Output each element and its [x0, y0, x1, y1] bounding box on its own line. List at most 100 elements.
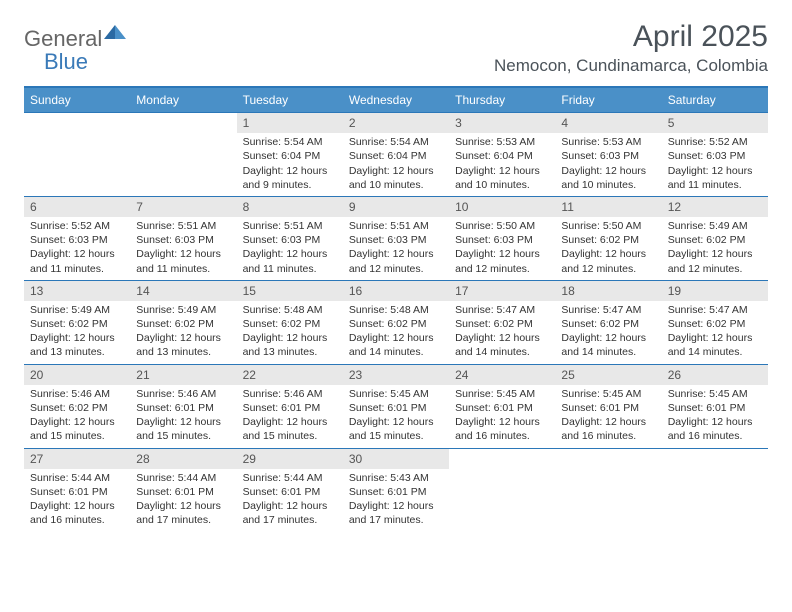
sunrise-text: Sunrise: 5:50 AM: [561, 219, 655, 233]
day-cell: 23Sunrise: 5:45 AMSunset: 6:01 PMDayligh…: [343, 365, 449, 448]
week-row: 20Sunrise: 5:46 AMSunset: 6:02 PMDayligh…: [24, 364, 768, 448]
calendar-page: General April 2025 Nemocon, Cundinamarca…: [0, 0, 792, 551]
sunrise-text: Sunrise: 5:45 AM: [455, 387, 549, 401]
day-cell: 18Sunrise: 5:47 AMSunset: 6:02 PMDayligh…: [555, 281, 661, 364]
day-cell: 16Sunrise: 5:48 AMSunset: 6:02 PMDayligh…: [343, 281, 449, 364]
sunset-text: Sunset: 6:03 PM: [243, 233, 337, 247]
daylight-text: Daylight: 12 hours and 11 minutes.: [243, 247, 337, 275]
title-block: April 2025 Nemocon, Cundinamarca, Colomb…: [494, 20, 768, 76]
week-row: 13Sunrise: 5:49 AMSunset: 6:02 PMDayligh…: [24, 280, 768, 364]
sunrise-text: Sunrise: 5:49 AM: [30, 303, 124, 317]
day-body: Sunrise: 5:47 AMSunset: 6:02 PMDaylight:…: [662, 303, 768, 360]
sunset-text: Sunset: 6:01 PM: [561, 401, 655, 415]
sunrise-text: Sunrise: 5:44 AM: [30, 471, 124, 485]
sunrise-text: Sunrise: 5:44 AM: [243, 471, 337, 485]
daylight-text: Daylight: 12 hours and 14 minutes.: [349, 331, 443, 359]
day-number: 2: [343, 113, 449, 133]
day-cell: 3Sunrise: 5:53 AMSunset: 6:04 PMDaylight…: [449, 113, 555, 196]
daylight-text: Daylight: 12 hours and 9 minutes.: [243, 164, 337, 192]
day-body: Sunrise: 5:53 AMSunset: 6:04 PMDaylight:…: [449, 135, 555, 192]
daylight-text: Daylight: 12 hours and 15 minutes.: [349, 415, 443, 443]
day-number: 15: [237, 281, 343, 301]
day-number: 20: [24, 365, 130, 385]
day-number: 13: [24, 281, 130, 301]
weekday-header: Sunday: [24, 88, 130, 112]
day-number: 17: [449, 281, 555, 301]
day-number: 11: [555, 197, 661, 217]
day-number: 16: [343, 281, 449, 301]
day-number: 25: [555, 365, 661, 385]
sunset-text: Sunset: 6:01 PM: [455, 401, 549, 415]
day-number: 4: [555, 113, 661, 133]
sunset-text: Sunset: 6:04 PM: [349, 149, 443, 163]
day-number: 19: [662, 281, 768, 301]
daylight-text: Daylight: 12 hours and 10 minutes.: [455, 164, 549, 192]
day-number: 8: [237, 197, 343, 217]
sunset-text: Sunset: 6:02 PM: [349, 317, 443, 331]
sunset-text: Sunset: 6:03 PM: [136, 233, 230, 247]
day-cell: 24Sunrise: 5:45 AMSunset: 6:01 PMDayligh…: [449, 365, 555, 448]
sunrise-text: Sunrise: 5:45 AM: [561, 387, 655, 401]
day-cell: 4Sunrise: 5:53 AMSunset: 6:03 PMDaylight…: [555, 113, 661, 196]
day-number: 14: [130, 281, 236, 301]
day-number: 10: [449, 197, 555, 217]
day-cell: 28Sunrise: 5:44 AMSunset: 6:01 PMDayligh…: [130, 449, 236, 532]
week-row: ..1Sunrise: 5:54 AMSunset: 6:04 PMDaylig…: [24, 112, 768, 196]
day-cell: 14Sunrise: 5:49 AMSunset: 6:02 PMDayligh…: [130, 281, 236, 364]
daylight-text: Daylight: 12 hours and 14 minutes.: [561, 331, 655, 359]
sunrise-text: Sunrise: 5:48 AM: [349, 303, 443, 317]
sunset-text: Sunset: 6:02 PM: [30, 317, 124, 331]
day-body: Sunrise: 5:47 AMSunset: 6:02 PMDaylight:…: [449, 303, 555, 360]
sunrise-text: Sunrise: 5:48 AM: [243, 303, 337, 317]
sunset-text: Sunset: 6:02 PM: [668, 317, 762, 331]
day-body: Sunrise: 5:46 AMSunset: 6:01 PMDaylight:…: [130, 387, 236, 444]
day-body: Sunrise: 5:44 AMSunset: 6:01 PMDaylight:…: [24, 471, 130, 528]
sunset-text: Sunset: 6:02 PM: [243, 317, 337, 331]
day-body: Sunrise: 5:51 AMSunset: 6:03 PMDaylight:…: [237, 219, 343, 276]
sunrise-text: Sunrise: 5:44 AM: [136, 471, 230, 485]
day-body: Sunrise: 5:50 AMSunset: 6:02 PMDaylight:…: [555, 219, 661, 276]
day-cell: 19Sunrise: 5:47 AMSunset: 6:02 PMDayligh…: [662, 281, 768, 364]
sunrise-text: Sunrise: 5:54 AM: [349, 135, 443, 149]
day-body: Sunrise: 5:43 AMSunset: 6:01 PMDaylight:…: [343, 471, 449, 528]
sunset-text: Sunset: 6:03 PM: [561, 149, 655, 163]
day-body: Sunrise: 5:50 AMSunset: 6:03 PMDaylight:…: [449, 219, 555, 276]
week-row: 27Sunrise: 5:44 AMSunset: 6:01 PMDayligh…: [24, 448, 768, 532]
day-cell: 25Sunrise: 5:45 AMSunset: 6:01 PMDayligh…: [555, 365, 661, 448]
sunrise-text: Sunrise: 5:46 AM: [243, 387, 337, 401]
day-number: 27: [24, 449, 130, 469]
day-cell: .: [662, 449, 768, 532]
logo-text-blue: Blue: [24, 49, 88, 75]
day-body: Sunrise: 5:48 AMSunset: 6:02 PMDaylight:…: [343, 303, 449, 360]
day-number: 22: [237, 365, 343, 385]
day-cell: 20Sunrise: 5:46 AMSunset: 6:02 PMDayligh…: [24, 365, 130, 448]
day-cell: .: [24, 113, 130, 196]
day-cell: 10Sunrise: 5:50 AMSunset: 6:03 PMDayligh…: [449, 197, 555, 280]
day-number: 9: [343, 197, 449, 217]
sunrise-text: Sunrise: 5:53 AM: [455, 135, 549, 149]
day-cell: 12Sunrise: 5:49 AMSunset: 6:02 PMDayligh…: [662, 197, 768, 280]
day-cell: 17Sunrise: 5:47 AMSunset: 6:02 PMDayligh…: [449, 281, 555, 364]
day-body: Sunrise: 5:52 AMSunset: 6:03 PMDaylight:…: [662, 135, 768, 192]
sunrise-text: Sunrise: 5:49 AM: [668, 219, 762, 233]
daylight-text: Daylight: 12 hours and 11 minutes.: [30, 247, 124, 275]
daylight-text: Daylight: 12 hours and 14 minutes.: [668, 331, 762, 359]
day-number: 29: [237, 449, 343, 469]
sunrise-text: Sunrise: 5:49 AM: [136, 303, 230, 317]
day-number: 23: [343, 365, 449, 385]
day-body: Sunrise: 5:45 AMSunset: 6:01 PMDaylight:…: [343, 387, 449, 444]
day-body: Sunrise: 5:48 AMSunset: 6:02 PMDaylight:…: [237, 303, 343, 360]
sunrise-text: Sunrise: 5:47 AM: [561, 303, 655, 317]
daylight-text: Daylight: 12 hours and 11 minutes.: [136, 247, 230, 275]
day-cell: 6Sunrise: 5:52 AMSunset: 6:03 PMDaylight…: [24, 197, 130, 280]
sunset-text: Sunset: 6:01 PM: [243, 485, 337, 499]
page-header: General April 2025 Nemocon, Cundinamarca…: [24, 20, 768, 76]
day-number: 5: [662, 113, 768, 133]
day-cell: 27Sunrise: 5:44 AMSunset: 6:01 PMDayligh…: [24, 449, 130, 532]
sunrise-text: Sunrise: 5:50 AM: [455, 219, 549, 233]
day-body: Sunrise: 5:45 AMSunset: 6:01 PMDaylight:…: [662, 387, 768, 444]
day-body: Sunrise: 5:46 AMSunset: 6:01 PMDaylight:…: [237, 387, 343, 444]
daylight-text: Daylight: 12 hours and 17 minutes.: [136, 499, 230, 527]
day-cell: 22Sunrise: 5:46 AMSunset: 6:01 PMDayligh…: [237, 365, 343, 448]
sunset-text: Sunset: 6:03 PM: [668, 149, 762, 163]
